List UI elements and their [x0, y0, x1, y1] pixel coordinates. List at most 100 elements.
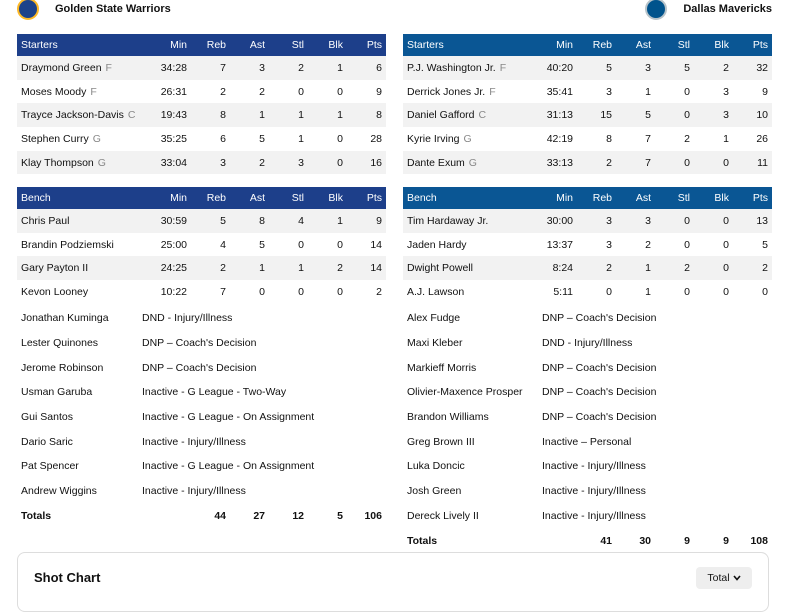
starters-table: Starters Min Reb Ast Stl Blk Pts Draymond Green…	[17, 34, 386, 175]
player-name: Jerome Robinson	[21, 361, 104, 374]
player-name: Dario Saric	[21, 435, 73, 448]
column-header: Starters	[21, 39, 58, 51]
player-row: Brandin Podziemski 25:00 4 5 0 0 14	[17, 233, 386, 257]
player-position: G	[97, 156, 106, 169]
total-cell: 106	[364, 509, 382, 522]
player-cell: Kyrie Irving G	[403, 127, 533, 151]
player-cell: Gary Payton II	[17, 256, 147, 281]
player-name: Jaden Hardy	[407, 238, 467, 251]
stat-cell: 2	[577, 150, 616, 175]
stat-cell: 6	[220, 132, 226, 145]
player-cell: Tim Hardaway Jr.	[403, 209, 533, 233]
column-header: Pts	[366, 39, 382, 51]
column-header: Stl	[291, 192, 304, 204]
player-cell: Jaden Hardy	[403, 233, 533, 257]
box-score: {"teams":[ {"name":"Golden State Warrior…	[17, 0, 772, 612]
player-name: Derrick Jones Jr.	[407, 85, 486, 98]
player-name: Markieff Morris	[407, 361, 477, 374]
stat-cell: 1	[308, 56, 347, 80]
inactive-row: Maxi Kleber DND - Injury/Illness	[403, 331, 772, 356]
column-header: Stl	[677, 39, 690, 51]
shot-chart-card: Shot Chart Total	[17, 552, 769, 612]
column-header: Ast	[249, 39, 265, 51]
inactive-row: Dereck Lively II Inactive - Injury/Illnes…	[403, 504, 772, 529]
stat-cell: 0	[723, 285, 729, 298]
stat-cell: 40:20	[533, 56, 577, 80]
table-head: Starters Min Reb Ast Stl Blk Pts	[17, 34, 386, 56]
player-name: Kyrie Irving	[407, 132, 460, 145]
totals-body: Totals 41 30 9 9 108	[403, 528, 772, 553]
stat-cell: 0	[684, 285, 690, 298]
stat-cell: 7	[645, 132, 651, 145]
stat-cell: 35:25	[160, 132, 187, 145]
stat-cell: 7	[616, 150, 655, 175]
stat-cell: 0	[337, 85, 343, 98]
player-status: DNP – Coach's Decision	[542, 312, 657, 325]
stat-cell: 3	[616, 56, 655, 80]
stat-cell: 0	[337, 238, 343, 251]
stat-cell: 2	[269, 56, 308, 80]
stat-cell: 5	[762, 238, 768, 251]
stat-cell: 3	[606, 238, 612, 251]
filter-dropdown[interactable]: Total	[696, 567, 752, 589]
column-header: Ast	[249, 192, 265, 204]
player-row: Trayce Jackson-Davis C 19:43 8 1 1 1 8	[17, 103, 386, 128]
player-row: Daniel Gafford C 31:13 15 5 0 3 10	[403, 103, 772, 128]
player-name: Greg Brown III	[407, 435, 475, 448]
stat-cell: 3	[723, 85, 729, 98]
player-cell: P.J. Washington Jr. F	[403, 56, 533, 80]
table-body: Tim Hardaway Jr. 30:00 3 3 0 0 13 Jaden Hardy 13…	[403, 209, 772, 304]
stat-cell: 3	[230, 56, 269, 80]
stat-cell: 5	[577, 56, 616, 80]
player-status: DNP – Coach's Decision	[542, 411, 657, 424]
stat-cell: 31:13	[533, 103, 577, 128]
player-row: Draymond Green F 34:28 7 3 2 1 6	[17, 56, 386, 80]
player-cell: Dwight Powell	[403, 256, 533, 281]
stat-cell: 9	[347, 209, 386, 233]
player-name: Usman Garuba	[21, 386, 93, 399]
column-header: Starters	[407, 39, 444, 51]
player-row: Tim Hardaway Jr. 30:00 3 3 0 0 13	[403, 209, 772, 233]
header-row: Starters Min Reb Ast Stl Blk Pts	[403, 34, 772, 56]
stat-cell: 1	[298, 132, 304, 145]
player-name: A.J. Lawson	[407, 285, 465, 298]
player-name: Brandin Podziemski	[21, 238, 114, 251]
stat-cell: 2	[191, 256, 230, 281]
stat-cell: 5	[259, 132, 265, 145]
bench-table: Bench Min Reb Ast Stl Blk Pts Chris Paul 30:59 5 8…	[17, 187, 386, 304]
stat-cell: 33:04	[147, 150, 191, 175]
stat-cell: 0	[694, 256, 733, 281]
table-head: Bench Min Reb Ast Stl Blk Pts	[17, 187, 386, 209]
player-name: Luka Doncic	[407, 460, 465, 473]
player-cell: Derrick Jones Jr. F	[403, 80, 533, 104]
stat-cell: 9	[762, 85, 768, 98]
player-position: C	[478, 109, 487, 122]
stat-cell: 0	[259, 285, 265, 298]
player-row: Klay Thompson G 33:04 3 2 3 0 16	[17, 150, 386, 175]
player-position: F	[105, 61, 112, 74]
column-header: Bench	[407, 192, 437, 204]
inactive-row: Andrew Wiggins Inactive - Injury/Illness	[17, 479, 386, 504]
player-status: Inactive - G League - Two-Way	[142, 386, 287, 399]
stat-cell: 1	[645, 85, 651, 98]
stat-cell: 0	[655, 209, 694, 233]
team-panel: Golden State Warriors Starters Min Reb Ast S…	[17, 0, 386, 552]
column-header: Min	[556, 39, 573, 51]
stat-cell: 2	[230, 150, 269, 175]
stat-cell: 1	[269, 256, 308, 281]
player-position: F	[489, 85, 496, 98]
total-cell: 108	[750, 534, 768, 547]
stat-cell: 0	[298, 285, 304, 298]
stat-cell: 2	[645, 238, 651, 251]
player-name: Gui Santos	[21, 411, 73, 424]
player-name: P.J. Washington Jr.	[407, 61, 496, 74]
stat-cell: 2	[684, 132, 690, 145]
stat-cell: 5	[259, 238, 265, 251]
player-name: Daniel Gafford	[407, 109, 475, 122]
column-header: Reb	[206, 39, 226, 51]
column-header: Min	[170, 192, 187, 204]
table-body: Draymond Green F 34:28 7 3 2 1 6 Moses Moody F 26:…	[17, 56, 386, 175]
stat-cell: 1	[308, 209, 347, 233]
bench-table: Bench Min Reb Ast Stl Blk Pts Tim Hardaway Jr. 3…	[403, 187, 772, 304]
player-name: Draymond Green	[21, 61, 102, 74]
